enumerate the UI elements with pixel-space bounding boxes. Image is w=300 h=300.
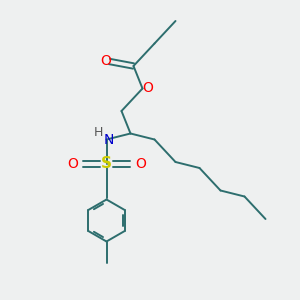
- Text: S: S: [101, 156, 112, 171]
- Text: O: O: [135, 157, 146, 170]
- Text: O: O: [142, 81, 153, 95]
- Text: H: H: [93, 126, 103, 140]
- Text: N: N: [104, 133, 114, 146]
- Text: O: O: [100, 54, 111, 68]
- Text: O: O: [67, 157, 78, 170]
